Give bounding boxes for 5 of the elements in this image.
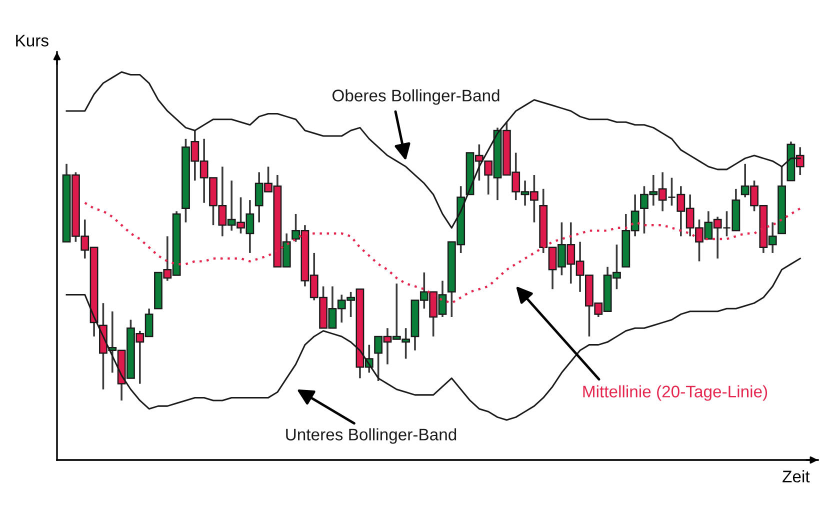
series-label: Unteres Bollinger-Band bbox=[286, 428, 456, 444]
y-axis-title: Kurs bbox=[16, 34, 48, 46]
text: Mittellinie (20-Tage-Linie) bbox=[583, 385, 768, 401]
series-label: Oberes Bollinger-Band bbox=[332, 89, 500, 105]
x-axis-title: Zeit bbox=[782, 470, 810, 482]
